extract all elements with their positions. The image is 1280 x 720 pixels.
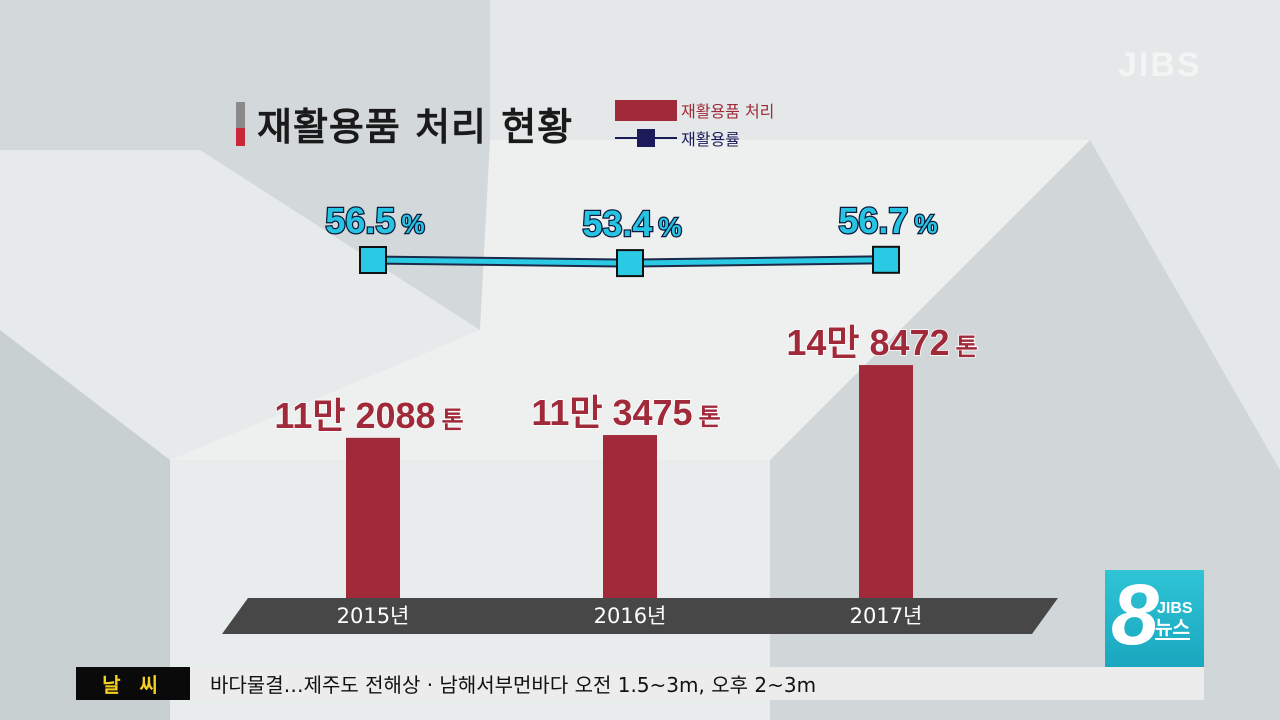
bar-value-label: 11만 3475 톤 [531, 392, 720, 433]
legend-item-bar: 재활용품 처리 [615, 96, 774, 124]
bar-2016년 [603, 435, 657, 598]
legend-bar-label: 재활용품 처리 [681, 102, 775, 121]
ticker-label: 날 씨 [76, 667, 190, 700]
news-ticker: 날 씨 바다물결…제주도 전해상 · 남해서부먼바다 오전 1.5~3m, 오후… [76, 667, 1204, 700]
legend-bar-swatch [615, 99, 677, 121]
rate-value-label: 53.4% [582, 203, 681, 244]
rate-marker [616, 249, 644, 278]
legend-line-label: 재활용률 [681, 130, 740, 149]
chart-title: 재활용품 처리 현황 [236, 96, 573, 151]
logo-brand: JIBS [1157, 600, 1193, 617]
bar-2017년 [859, 365, 913, 598]
news-logo: 8 JIBS 뉴스 [1105, 570, 1204, 667]
bar-value-label: 14만 8472 톤 [786, 322, 977, 363]
x-tick-label: 2015년 [337, 604, 410, 628]
legend-line-swatch [615, 127, 677, 149]
title-accent-icon [236, 101, 245, 146]
rate-marker [872, 245, 900, 274]
legend-item-line: 재활용률 [615, 124, 774, 152]
rate-value-label: 56.7% [838, 200, 937, 241]
rate-value-label: 56.5% [325, 200, 424, 241]
rate-marker [359, 246, 387, 274]
x-tick-label: 2017년 [850, 604, 923, 628]
chart-title-text: 재활용품 처리 현황 [257, 105, 574, 149]
logo-word: 뉴스 [1155, 617, 1190, 640]
x-tick-label: 2016년 [594, 604, 667, 628]
bar-value-label: 11만 2088 톤 [274, 395, 463, 436]
x-axis-band [222, 598, 1058, 634]
channel-watermark: JIBS [1118, 46, 1202, 84]
logo-number: 8 [1111, 567, 1159, 663]
legend: 재활용품 처리 재활용률 [615, 96, 774, 152]
ticker-text: 바다물결…제주도 전해상 · 남해서부먼바다 오전 1.5~3m, 오후 2~3… [210, 673, 817, 697]
bar-2015년 [346, 437, 400, 598]
